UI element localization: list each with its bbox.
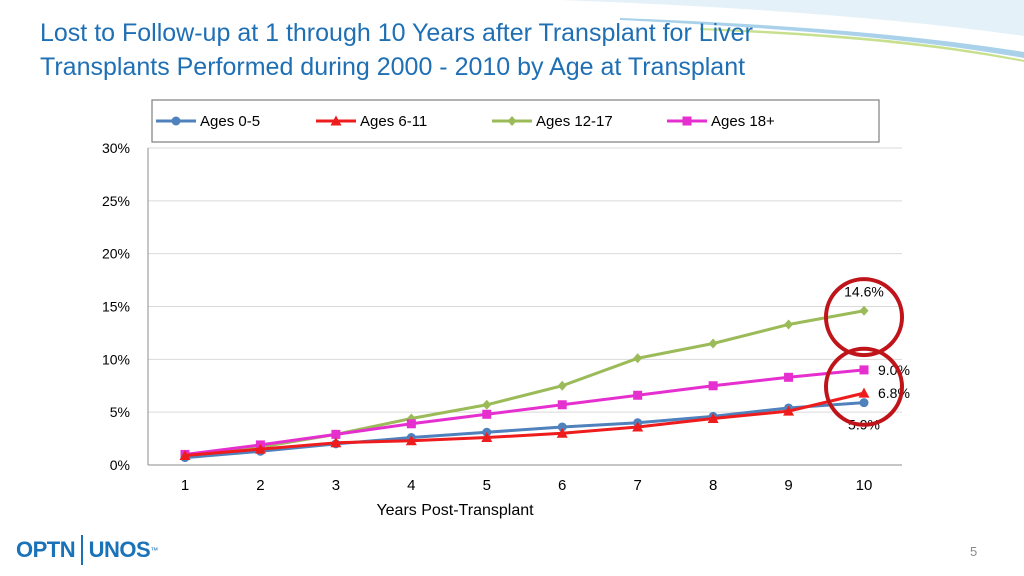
data-point	[633, 390, 643, 400]
data-point	[331, 429, 341, 439]
legend-swatch-marker	[507, 116, 517, 126]
data-point	[859, 398, 869, 408]
highlight-circle	[824, 346, 904, 427]
x-tick-label: 2	[256, 477, 264, 494]
y-tick-label: 0%	[110, 457, 130, 473]
series-line	[184, 368, 865, 456]
y-tick-label: 20%	[102, 246, 130, 262]
x-tick-label: 9	[784, 477, 792, 494]
legend-label: Ages 0-5	[200, 113, 260, 130]
series-line	[184, 391, 865, 457]
x-tick-label: 6	[558, 477, 566, 494]
legend-box	[151, 99, 880, 143]
data-point	[784, 372, 794, 382]
x-tick-label: 10	[856, 477, 873, 494]
data-point	[254, 443, 266, 454]
data-point	[784, 319, 794, 330]
data-point	[482, 409, 492, 419]
data-point	[406, 419, 416, 429]
data-point	[858, 387, 870, 398]
data-label: 14.6%	[844, 284, 884, 300]
logo-optn-text: OPTN	[16, 537, 76, 562]
data-point	[556, 427, 568, 438]
series-ages-0-5	[180, 398, 869, 463]
x-tick-label: 7	[633, 477, 641, 494]
data-point	[708, 381, 718, 391]
data-label: 9.0%	[878, 362, 910, 378]
data-point	[481, 432, 493, 443]
slide-title-line-2: Transplants Performed during 2000 - 2010…	[40, 53, 746, 81]
slide-title: Lost to Follow-up at 1 through 10 Years …	[40, 16, 920, 84]
data-point	[482, 399, 492, 410]
logo-trademark: ™	[150, 545, 159, 555]
line-chart: 0% 5% 10% 15% 20% 25% 30% 1 2 3 4 5 6 7 8 9 10 Years Post…	[102, 99, 910, 519]
data-point	[859, 305, 869, 316]
y-tick-label: 10%	[102, 351, 130, 367]
series-ages-6-11	[179, 387, 870, 460]
legend-entry: Ages 6-11	[316, 113, 427, 130]
slide-title-line-1: Lost to Follow-up at 1 through 10 Years …	[40, 19, 753, 47]
data-point	[633, 353, 643, 364]
series-line	[184, 401, 865, 460]
logo-unos-text: UNOS	[88, 537, 151, 562]
legend-label: Ages 6-11	[360, 113, 427, 130]
data-point	[783, 405, 795, 416]
legend-swatch-marker	[330, 115, 342, 126]
data-point	[859, 365, 869, 375]
data-point	[330, 437, 342, 448]
data-point	[557, 400, 567, 410]
legend-swatch-marker	[682, 116, 692, 126]
series-ages-12-17	[180, 305, 869, 462]
data-point	[179, 449, 191, 460]
y-tick-label: 30%	[102, 140, 130, 156]
legend-label: Ages 12-17	[536, 113, 613, 130]
data-point	[557, 380, 567, 391]
x-tick-label: 3	[332, 477, 340, 494]
x-tick-label: 1	[181, 477, 189, 494]
data-point	[632, 421, 644, 432]
x-tick-label: 5	[483, 477, 491, 494]
y-tick-label: 15%	[102, 299, 130, 315]
x-tick-label: 4	[407, 477, 415, 494]
data-label: 6.8%	[878, 385, 910, 401]
y-tick-label: 25%	[102, 193, 130, 209]
data-point	[405, 435, 417, 446]
legend-swatch-marker	[171, 116, 181, 126]
data-point	[708, 338, 718, 349]
legend-entry: Ages 12-17	[492, 113, 613, 130]
x-tick-label: 8	[709, 477, 717, 494]
legend-entry: Ages 18+	[667, 113, 775, 130]
highlight-circle	[824, 277, 904, 358]
optn-unos-logo: OPTN UNOS ™	[16, 533, 158, 567]
page-number: 5	[970, 544, 978, 559]
legend-label: Ages 18+	[711, 113, 775, 130]
data-point	[557, 422, 567, 432]
data-point	[707, 413, 719, 424]
legend-entry: Ages 0-5	[156, 113, 260, 130]
logo-divider	[81, 535, 83, 565]
x-axis-label: Years Post-Transplant	[376, 502, 534, 519]
header-swoosh	[560, 0, 1024, 62]
y-tick-label: 5%	[110, 404, 130, 420]
